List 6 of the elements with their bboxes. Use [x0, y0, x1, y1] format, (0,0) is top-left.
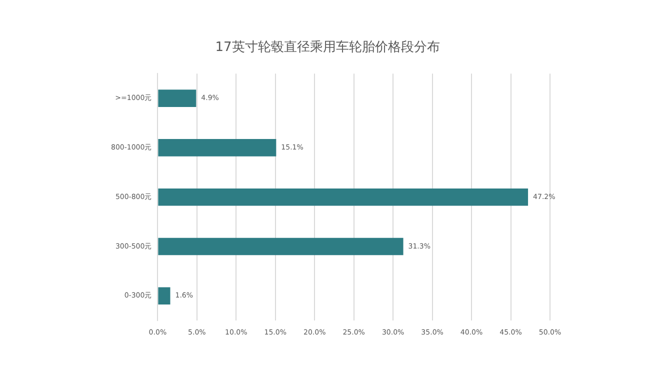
bar: [158, 139, 276, 156]
bar: [158, 238, 404, 256]
bar: [158, 188, 528, 206]
bar: [158, 90, 196, 107]
chart-title: 17英寸轮毂直径乘用车轮胎价格段分布: [215, 40, 440, 56]
bar: [158, 287, 170, 305]
